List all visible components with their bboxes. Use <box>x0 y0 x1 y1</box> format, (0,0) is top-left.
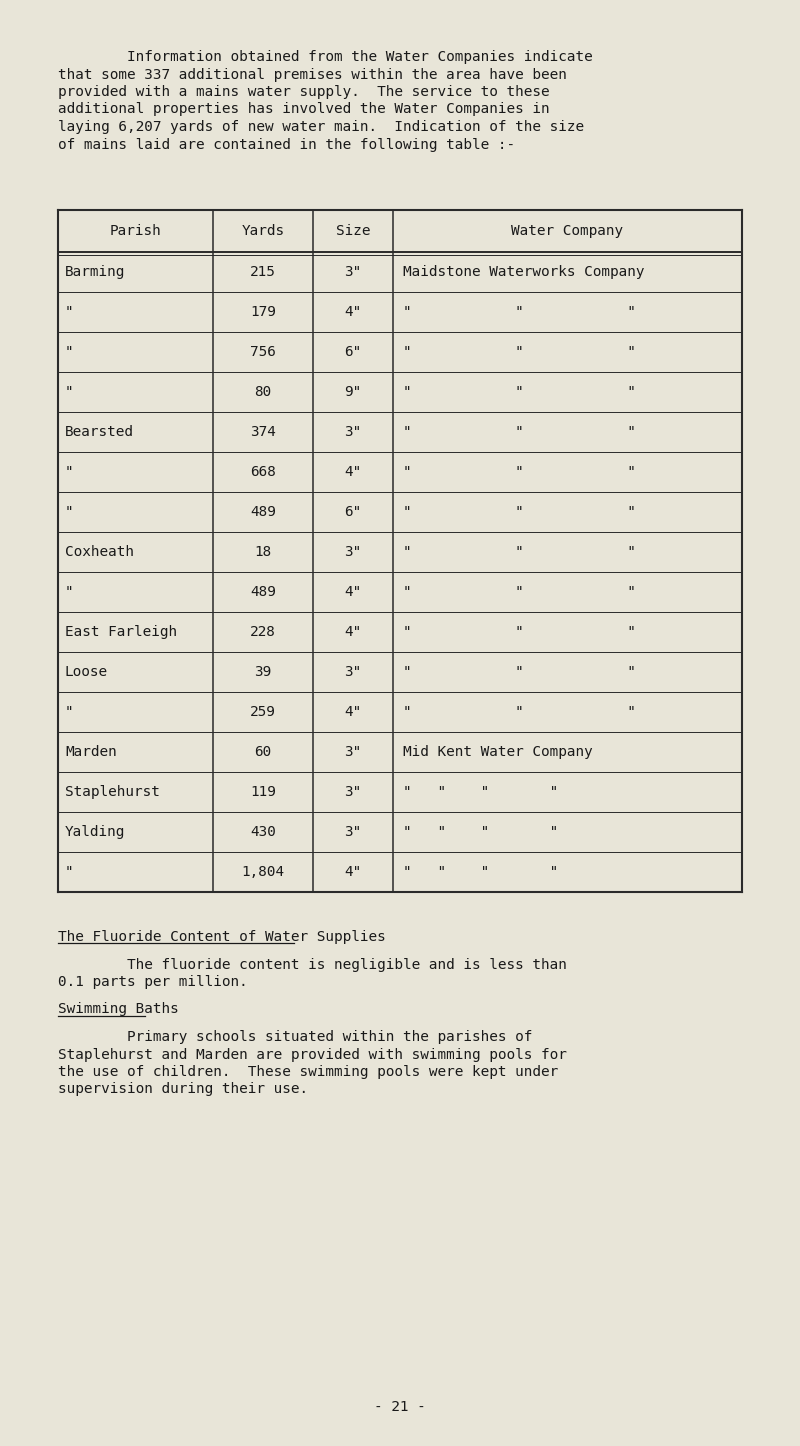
Text: 6": 6" <box>344 346 362 359</box>
Text: of mains laid are contained in the following table :-: of mains laid are contained in the follo… <box>58 137 515 152</box>
Text: 4": 4" <box>344 865 362 879</box>
Text: Staplehurst: Staplehurst <box>65 785 160 800</box>
Text: 4": 4" <box>344 466 362 479</box>
Text: "            "            ": " " " <box>403 305 636 320</box>
Text: 4": 4" <box>344 625 362 639</box>
Text: ": " <box>65 385 74 399</box>
Text: 1,804: 1,804 <box>242 865 285 879</box>
Text: 4": 4" <box>344 305 362 320</box>
Text: Yalding: Yalding <box>65 826 126 839</box>
Text: "            "            ": " " " <box>403 625 636 639</box>
Text: "            "            ": " " " <box>403 466 636 479</box>
Text: 489: 489 <box>250 586 276 599</box>
Text: 3": 3" <box>344 745 362 759</box>
Text: "   "    "       ": " " " " <box>403 865 558 879</box>
Text: Information obtained from the Water Companies indicate: Information obtained from the Water Comp… <box>58 51 593 64</box>
Text: 259: 259 <box>250 706 276 719</box>
Text: ": " <box>65 466 74 479</box>
Text: - 21 -: - 21 - <box>374 1400 426 1414</box>
Text: 228: 228 <box>250 625 276 639</box>
Text: "            "            ": " " " <box>403 706 636 719</box>
Text: Bearsted: Bearsted <box>65 425 134 440</box>
Text: "            "            ": " " " <box>403 586 636 599</box>
Text: ": " <box>65 305 74 320</box>
Text: Loose: Loose <box>65 665 108 680</box>
Text: 60: 60 <box>254 745 272 759</box>
Text: 4": 4" <box>344 586 362 599</box>
Text: "            "            ": " " " <box>403 425 636 440</box>
Text: 6": 6" <box>344 505 362 519</box>
Text: "            "            ": " " " <box>403 505 636 519</box>
Text: 3": 3" <box>344 785 362 800</box>
Text: Barming: Barming <box>65 265 126 279</box>
Text: 756: 756 <box>250 346 276 359</box>
Text: that some 337 additional premises within the area have been: that some 337 additional premises within… <box>58 68 567 81</box>
Text: supervision during their use.: supervision during their use. <box>58 1083 308 1096</box>
Text: Marden: Marden <box>65 745 117 759</box>
Text: Yards: Yards <box>242 224 285 239</box>
Text: 3": 3" <box>344 665 362 680</box>
Text: 215: 215 <box>250 265 276 279</box>
Text: "            "            ": " " " <box>403 346 636 359</box>
Text: 3": 3" <box>344 265 362 279</box>
Text: ": " <box>65 505 74 519</box>
Text: 668: 668 <box>250 466 276 479</box>
Text: "            "            ": " " " <box>403 385 636 399</box>
Text: Size: Size <box>336 224 370 239</box>
Text: 9": 9" <box>344 385 362 399</box>
Text: ": " <box>65 865 74 879</box>
Text: ": " <box>65 706 74 719</box>
Text: "            "            ": " " " <box>403 665 636 680</box>
Text: "   "    "       ": " " " " <box>403 826 558 839</box>
Text: "            "            ": " " " <box>403 545 636 560</box>
Text: ": " <box>65 586 74 599</box>
Text: 3": 3" <box>344 826 362 839</box>
Text: 18: 18 <box>254 545 272 560</box>
Text: Maidstone Waterworks Company: Maidstone Waterworks Company <box>403 265 645 279</box>
Text: 179: 179 <box>250 305 276 320</box>
Text: "   "    "       ": " " " " <box>403 785 558 800</box>
Text: additional properties has involved the Water Companies in: additional properties has involved the W… <box>58 103 550 117</box>
Text: the use of children.  These swimming pools were kept under: the use of children. These swimming pool… <box>58 1066 558 1079</box>
Text: East Farleigh: East Farleigh <box>65 625 177 639</box>
Text: ": " <box>65 346 74 359</box>
Text: Parish: Parish <box>110 224 162 239</box>
Text: Staplehurst and Marden are provided with swimming pools for: Staplehurst and Marden are provided with… <box>58 1047 567 1061</box>
Text: The Fluoride Content of Water Supplies: The Fluoride Content of Water Supplies <box>58 930 386 944</box>
Text: Coxheath: Coxheath <box>65 545 134 560</box>
Text: laying 6,207 yards of new water main.  Indication of the size: laying 6,207 yards of new water main. In… <box>58 120 584 134</box>
Text: 80: 80 <box>254 385 272 399</box>
Text: 489: 489 <box>250 505 276 519</box>
Text: The fluoride content is negligible and is less than: The fluoride content is negligible and i… <box>58 957 567 972</box>
Text: 430: 430 <box>250 826 276 839</box>
Text: 39: 39 <box>254 665 272 680</box>
Text: 3": 3" <box>344 545 362 560</box>
Text: 4": 4" <box>344 706 362 719</box>
Text: Swimming Baths: Swimming Baths <box>58 1002 178 1017</box>
Text: Water Company: Water Company <box>511 224 623 239</box>
Text: 0.1 parts per million.: 0.1 parts per million. <box>58 975 248 989</box>
Text: Primary schools situated within the parishes of: Primary schools situated within the pari… <box>58 1030 532 1044</box>
Text: Mid Kent Water Company: Mid Kent Water Company <box>403 745 593 759</box>
Text: 374: 374 <box>250 425 276 440</box>
Text: provided with a mains water supply.  The service to these: provided with a mains water supply. The … <box>58 85 550 98</box>
Text: 119: 119 <box>250 785 276 800</box>
Text: 3": 3" <box>344 425 362 440</box>
